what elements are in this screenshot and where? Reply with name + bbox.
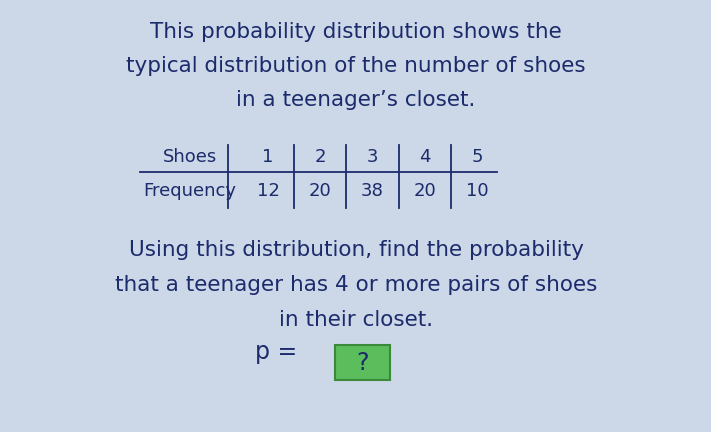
- Text: 5: 5: [471, 148, 483, 166]
- Text: ?: ?: [356, 350, 369, 375]
- Text: Frequency: Frequency: [144, 182, 237, 200]
- Text: 10: 10: [466, 182, 488, 200]
- Text: 3: 3: [366, 148, 378, 166]
- Text: that a teenager has 4 or more pairs of shoes: that a teenager has 4 or more pairs of s…: [114, 275, 597, 295]
- Text: 4: 4: [419, 148, 431, 166]
- Text: 1: 1: [262, 148, 274, 166]
- Text: in a teenager’s closet.: in a teenager’s closet.: [236, 90, 476, 110]
- Text: 20: 20: [309, 182, 331, 200]
- Text: p =: p =: [255, 340, 305, 364]
- Text: 12: 12: [257, 182, 279, 200]
- Text: 2: 2: [314, 148, 326, 166]
- Text: in their closet.: in their closet.: [279, 310, 433, 330]
- Text: Using this distribution, find the probability: Using this distribution, find the probab…: [129, 240, 584, 260]
- Text: 38: 38: [360, 182, 383, 200]
- Text: Shoes: Shoes: [163, 148, 217, 166]
- Text: This probability distribution shows the: This probability distribution shows the: [150, 22, 562, 42]
- Text: 20: 20: [414, 182, 437, 200]
- Text: typical distribution of the number of shoes: typical distribution of the number of sh…: [126, 56, 586, 76]
